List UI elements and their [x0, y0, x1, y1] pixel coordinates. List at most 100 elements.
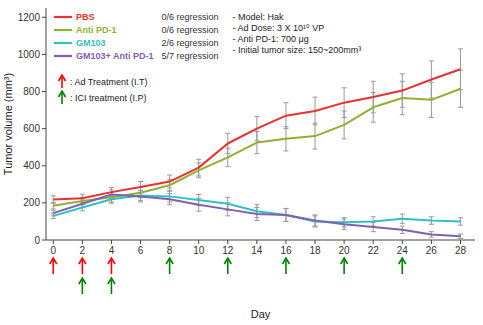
- x-tick-label: 18: [309, 245, 321, 256]
- legend-annotation: 0/6 regression: [161, 12, 218, 22]
- treatment-arrow: [79, 278, 86, 294]
- error-bar-cap: [196, 194, 201, 195]
- arrow-shaft: [227, 260, 229, 274]
- treatment-arrow: [108, 258, 115, 274]
- x-tick-label: 24: [397, 245, 409, 256]
- x-tick: [373, 240, 374, 244]
- treatment-arrow: [224, 258, 231, 274]
- error-bar-cap: [429, 82, 434, 83]
- error-bar-cap: [254, 116, 259, 117]
- error-bar-cap: [167, 204, 172, 205]
- arrow-shaft: [169, 260, 171, 274]
- arrow-head: [282, 258, 289, 264]
- arrow-shaft: [343, 260, 345, 274]
- error-bar-cap: [283, 150, 288, 151]
- error-bar-cap: [371, 231, 376, 232]
- y-axis-label: Tumor volume (mm³): [2, 73, 14, 175]
- plot-area: [51, 49, 463, 239]
- treatment-arrow: [166, 258, 173, 274]
- x-tick-label: 26: [426, 245, 438, 256]
- error-bar-cap: [51, 218, 56, 219]
- error-bar-cap: [400, 233, 405, 234]
- arrow-head: [59, 91, 66, 97]
- error-bar-cap: [254, 153, 259, 154]
- info-line: - Anti PD-1: 700 μg: [232, 34, 308, 44]
- error-bar-cap: [458, 225, 463, 226]
- error-bar-cap: [371, 216, 376, 217]
- arrow-shaft: [285, 260, 287, 274]
- treatment-arrows: [50, 258, 406, 294]
- error-bar-cap: [458, 107, 463, 108]
- error-bar-cap: [254, 204, 259, 205]
- error-bar-cap: [400, 114, 405, 115]
- y-tick: [42, 240, 46, 241]
- error-bar-cap: [313, 123, 318, 124]
- y-tick-label: 1200: [18, 12, 41, 23]
- error-bar-cap: [313, 226, 318, 227]
- error-bar-cap: [167, 193, 172, 194]
- error-bar-cap: [109, 189, 114, 190]
- y-tick-label: 1000: [18, 49, 41, 60]
- error-bar-cap: [109, 203, 114, 204]
- x-tick: [460, 240, 461, 244]
- y-tick-label: 600: [23, 123, 40, 134]
- error-bar-cap: [400, 73, 405, 74]
- error-bar-cap: [225, 215, 230, 216]
- error-bar-cap: [51, 195, 56, 196]
- error-bar-cap: [196, 211, 201, 212]
- error-bar-cap: [342, 219, 347, 220]
- info-text: - Model: Hak- Ad Dose: 3 X 10¹⁰ VP- Anti…: [232, 12, 361, 55]
- series-line: [53, 195, 460, 237]
- legend-annotation: 5/7 regression: [161, 51, 218, 61]
- arrow-head: [79, 258, 86, 264]
- legend-symbol: [54, 42, 72, 44]
- info-line: - Ad Dose: 3 X 10¹⁰ VP: [232, 23, 324, 33]
- y-tick-label: 0: [34, 235, 40, 246]
- arrow-shaft: [61, 93, 63, 104]
- error-bar-cap: [458, 234, 463, 235]
- arrow-head: [341, 258, 348, 264]
- y-tick-label: 400: [23, 160, 40, 171]
- error-bar-cap: [458, 217, 463, 218]
- x-tick: [198, 240, 199, 244]
- series-line: [53, 89, 460, 206]
- x-tick-label: 28: [455, 245, 467, 256]
- error-bar-cap: [196, 162, 201, 163]
- error-bar-cap: [400, 223, 405, 224]
- arrow-shaft: [82, 280, 84, 294]
- error-bar-cap: [283, 221, 288, 222]
- error-bar-cap: [342, 87, 347, 88]
- error-bar-cap: [313, 214, 318, 215]
- error-bar-cap: [400, 226, 405, 227]
- error-bar-cap: [196, 159, 201, 160]
- error-bar-cap: [283, 102, 288, 103]
- arrow-key-label: : Ad Treatment (I.T): [70, 77, 148, 87]
- error-bar-cap: [167, 190, 172, 191]
- arrow-head: [224, 258, 231, 264]
- arrow-shaft: [111, 260, 113, 274]
- arrow-shaft: [52, 260, 54, 274]
- error-bar-cap: [342, 111, 347, 112]
- arrow-head: [166, 258, 173, 264]
- error-bar-cap: [429, 231, 434, 232]
- series-line: [53, 195, 460, 222]
- error-bar-cap: [313, 227, 318, 228]
- error-bar-cap: [342, 229, 347, 230]
- arrow-head: [108, 278, 115, 284]
- y-tick: [42, 128, 46, 129]
- x-tick-label: 12: [222, 245, 234, 256]
- x-tick-label: 8: [167, 245, 173, 256]
- y-tick: [42, 165, 46, 166]
- x-tick-label: 6: [138, 245, 144, 256]
- x-tick: [111, 240, 112, 244]
- x-tick-label: 2: [80, 245, 86, 256]
- error-bar-cap: [400, 214, 405, 215]
- x-tick-label: 20: [339, 245, 351, 256]
- x-tick: [227, 240, 228, 244]
- error-bar-cap: [80, 194, 85, 195]
- error-bar-cap: [225, 133, 230, 134]
- series-line: [53, 69, 460, 199]
- legend-label: PBS: [76, 12, 95, 22]
- arrow-head: [79, 278, 86, 284]
- legend-symbol: [54, 16, 72, 18]
